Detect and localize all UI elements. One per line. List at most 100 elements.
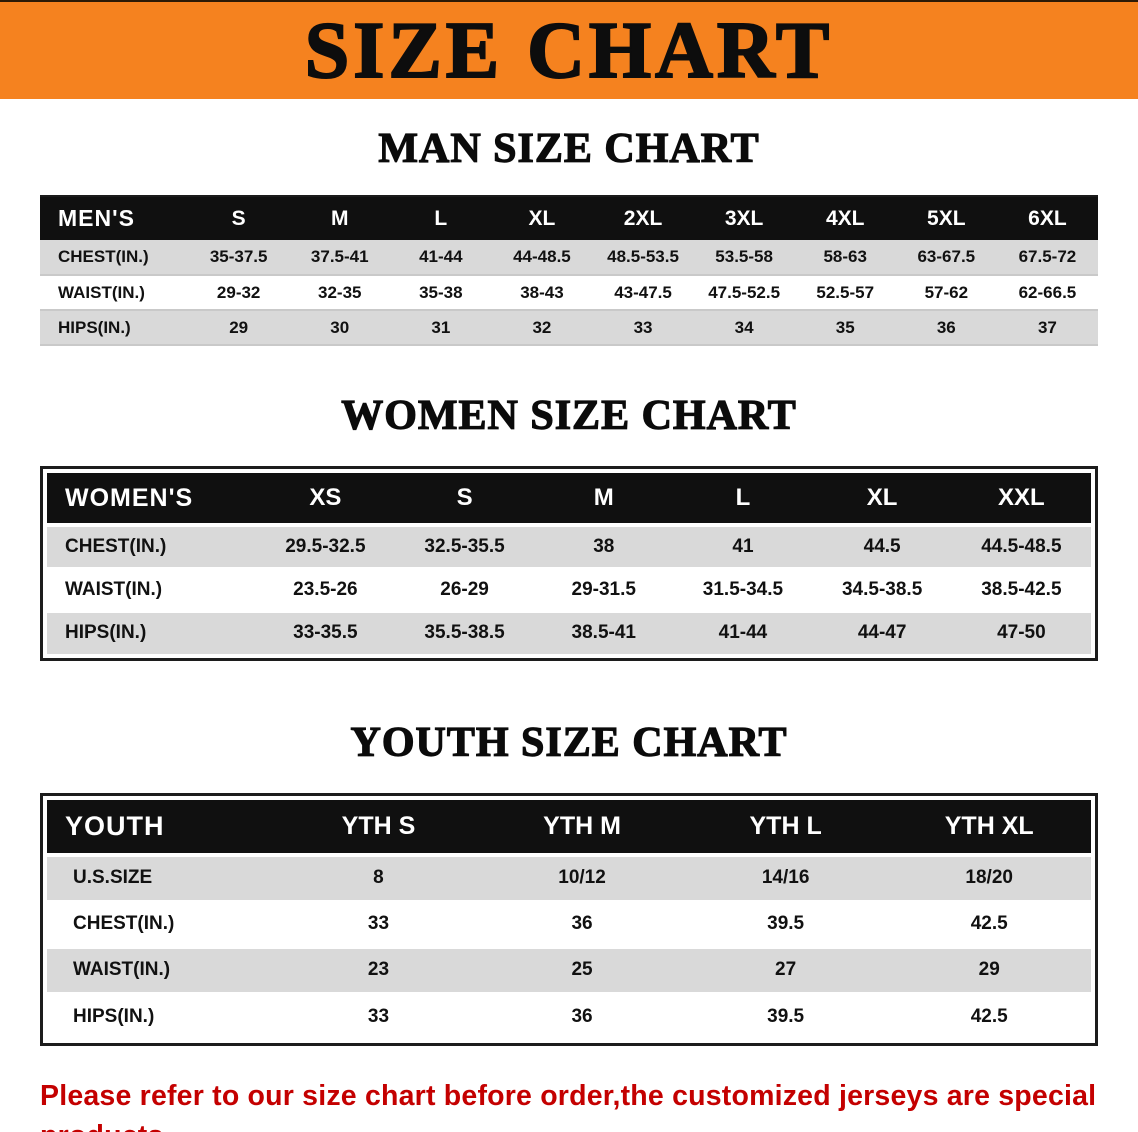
table-header-row: MEN'S S M L XL 2XL 3XL 4XL 5XL 6XL: [40, 196, 1098, 240]
measurement-cell: 29: [229, 317, 249, 337]
size-column-header: XL: [491, 196, 593, 240]
measurement-cell: 32: [532, 317, 552, 337]
size-column-header: YTH M: [480, 800, 684, 857]
measurement-cell: 38.5-41: [571, 622, 636, 644]
measurement-cell: 29.5-32.5: [285, 535, 366, 557]
women-size-chart-section: WOMEN SIZE CHART WOMEN'S XS S M L XL XXL CHEST(…: [0, 392, 1138, 661]
measurement-cell: 48.5-53.5: [607, 247, 679, 266]
measurement-cell: 43-47.5: [614, 282, 672, 302]
size-column-header: YTH XL: [887, 800, 1091, 857]
measurement-cell: 67.5-72: [1018, 247, 1077, 266]
banner: SIZE CHART: [0, 0, 1138, 99]
measurement-cell: 31: [431, 317, 451, 337]
measurement-cell: 36: [936, 317, 956, 337]
table-row: CHEST(IN.) 33 36 39.5 42.5: [47, 901, 1091, 947]
size-column-header: 4XL: [794, 196, 896, 240]
measurement-cell: 34.5-38.5: [841, 578, 923, 600]
row-label: HIPS(IN.): [58, 317, 131, 337]
measurement-cell: 33: [367, 1005, 390, 1027]
measurement-cell: 44.5-48.5: [981, 535, 1062, 557]
measurement-cell: 36: [571, 913, 593, 934]
measurement-cell: 30: [330, 317, 350, 337]
youth-size-chart-title: YOUTH SIZE CHART: [350, 719, 788, 766]
row-label: WAIST(IN.): [58, 282, 145, 302]
measurement-cell: 62-66.5: [1018, 282, 1077, 302]
size-column-header: 3XL: [693, 196, 795, 240]
measurement-cell: 38: [593, 535, 615, 557]
row-label: WAIST(IN.): [65, 578, 163, 600]
table-row: CHEST(IN.) 35-37.5 37.5-41 41-44 44-48.5 48.5…: [40, 240, 1098, 275]
size-column-header: YTH L: [683, 800, 888, 857]
size-column-header: M: [289, 196, 391, 240]
man-size-chart-title: MAN SIZE CHART: [378, 125, 760, 172]
size-column-header: 2XL: [592, 196, 694, 240]
table-row: WAIST(IN.) 29-32 32-35 35-38 38-43 43-47.5 47.…: [40, 275, 1098, 310]
table-corner-label: MEN'S: [40, 196, 189, 240]
measurement-cell: 32.5-35.5: [424, 535, 505, 557]
size-table: MEN'S S M L XL 2XL 3XL 4XL 5XL 6XL CHEST(IN.) 35-37…: [40, 195, 1098, 346]
size-column-header: 5XL: [895, 196, 997, 240]
measurement-cell: 26-29: [440, 578, 489, 600]
page-title: SIZE CHART: [304, 6, 834, 95]
man-size-chart-section: MAN SIZE CHART MEN'S S M L XL 2XL 3XL 4XL 5XL 6XL…: [0, 125, 1138, 346]
measurement-cell: 29: [978, 959, 1000, 980]
table-header-row: WOMEN'S XS S M L XL XXL: [47, 473, 1091, 527]
measurement-cell: 42.5: [970, 913, 1008, 934]
row-label: CHEST(IN.): [65, 535, 167, 557]
measurement-cell: 23.5-26: [293, 578, 358, 600]
table-row: HIPS(IN.) 33 36 39.5 42.5: [47, 993, 1091, 1039]
measurement-cell: 58-63: [823, 247, 867, 266]
measurement-cell: 41-44: [419, 247, 463, 266]
measurement-cell: 63-67.5: [917, 247, 976, 266]
measurement-cell: 36: [571, 1005, 593, 1027]
measurement-cell: 39.5: [767, 1005, 805, 1027]
measurement-cell: 44-48.5: [513, 247, 571, 266]
measurement-cell: 39.5: [767, 913, 805, 934]
measurement-cell: 29-31.5: [571, 578, 636, 600]
disclaimer-line-1: Please refer to our size chart before or…: [40, 1080, 1097, 1132]
measurement-cell: 35-37.5: [209, 247, 268, 266]
row-label: U.S.SIZE: [73, 867, 153, 889]
measurement-cell: 38.5-42.5: [981, 578, 1062, 600]
disclaimer-note: Please refer to our size chart before or…: [40, 1076, 1110, 1132]
size-column-header: XXL: [951, 473, 1091, 527]
table-row: WAIST(IN.) 23.5-26 26-29 29-31.5 31.5-34.5 34…: [47, 568, 1091, 611]
size-column-header: L: [673, 473, 813, 527]
measurement-cell: 33: [633, 317, 653, 337]
size-column-header: S: [394, 473, 535, 527]
women-size-chart-title: WOMEN SIZE CHART: [341, 392, 797, 439]
measurement-cell: 57-62: [924, 282, 969, 302]
youth-size-table: YOUTH YTH S YTH M YTH L YTH XL U.S.SIZE 8 10/12…: [40, 793, 1098, 1046]
measurement-cell: 41-44: [718, 622, 768, 644]
measurement-cell: 34: [734, 317, 754, 337]
size-column-header: S: [188, 196, 290, 240]
size-column-header: XL: [812, 473, 952, 527]
size-column-header: 6XL: [996, 196, 1098, 240]
measurement-cell: 35-38: [419, 282, 463, 302]
measurement-cell: 33-35.5: [293, 622, 358, 644]
measurement-cell: 35: [835, 317, 855, 337]
women-size-table: WOMEN'S XS S M L XL XXL CHEST(IN.) 29.5-32.5 32.5…: [40, 466, 1098, 661]
measurement-cell: 35.5-38.5: [424, 622, 505, 644]
measurement-cell: 18/20: [965, 867, 1013, 889]
measurement-cell: 52.5-57: [816, 282, 875, 302]
measurement-cell: 44-47: [857, 622, 907, 644]
measurement-cell: 37: [1037, 317, 1057, 337]
measurement-cell: 23: [367, 959, 390, 980]
measurement-cell: 44.5: [863, 535, 901, 557]
measurement-cell: 37.5-41: [310, 247, 369, 266]
table-row: WAIST(IN.) 23 25 27 29: [47, 947, 1091, 993]
row-label: HIPS(IN.): [65, 622, 147, 644]
measurement-cell: 32-35: [318, 282, 362, 302]
man-size-table: MEN'S S M L XL 2XL 3XL 4XL 5XL 6XL CHEST(IN.) 35-37…: [40, 195, 1098, 346]
row-label: CHEST(IN.): [58, 247, 149, 266]
row-label: CHEST(IN.): [73, 913, 175, 934]
measurement-cell: 33: [367, 913, 390, 934]
measurement-cell: 41: [732, 535, 754, 557]
size-column-header: L: [390, 196, 492, 240]
size-column-header: M: [534, 473, 674, 527]
size-table: YOUTH YTH S YTH M YTH L YTH XL U.S.SIZE 8 10/12…: [47, 800, 1091, 1039]
size-column-header: YTH S: [276, 800, 481, 857]
table-row: HIPS(IN.) 29 30 31 32 33 34 35 36 37: [40, 310, 1098, 345]
measurement-cell: 47.5-52.5: [708, 282, 781, 302]
